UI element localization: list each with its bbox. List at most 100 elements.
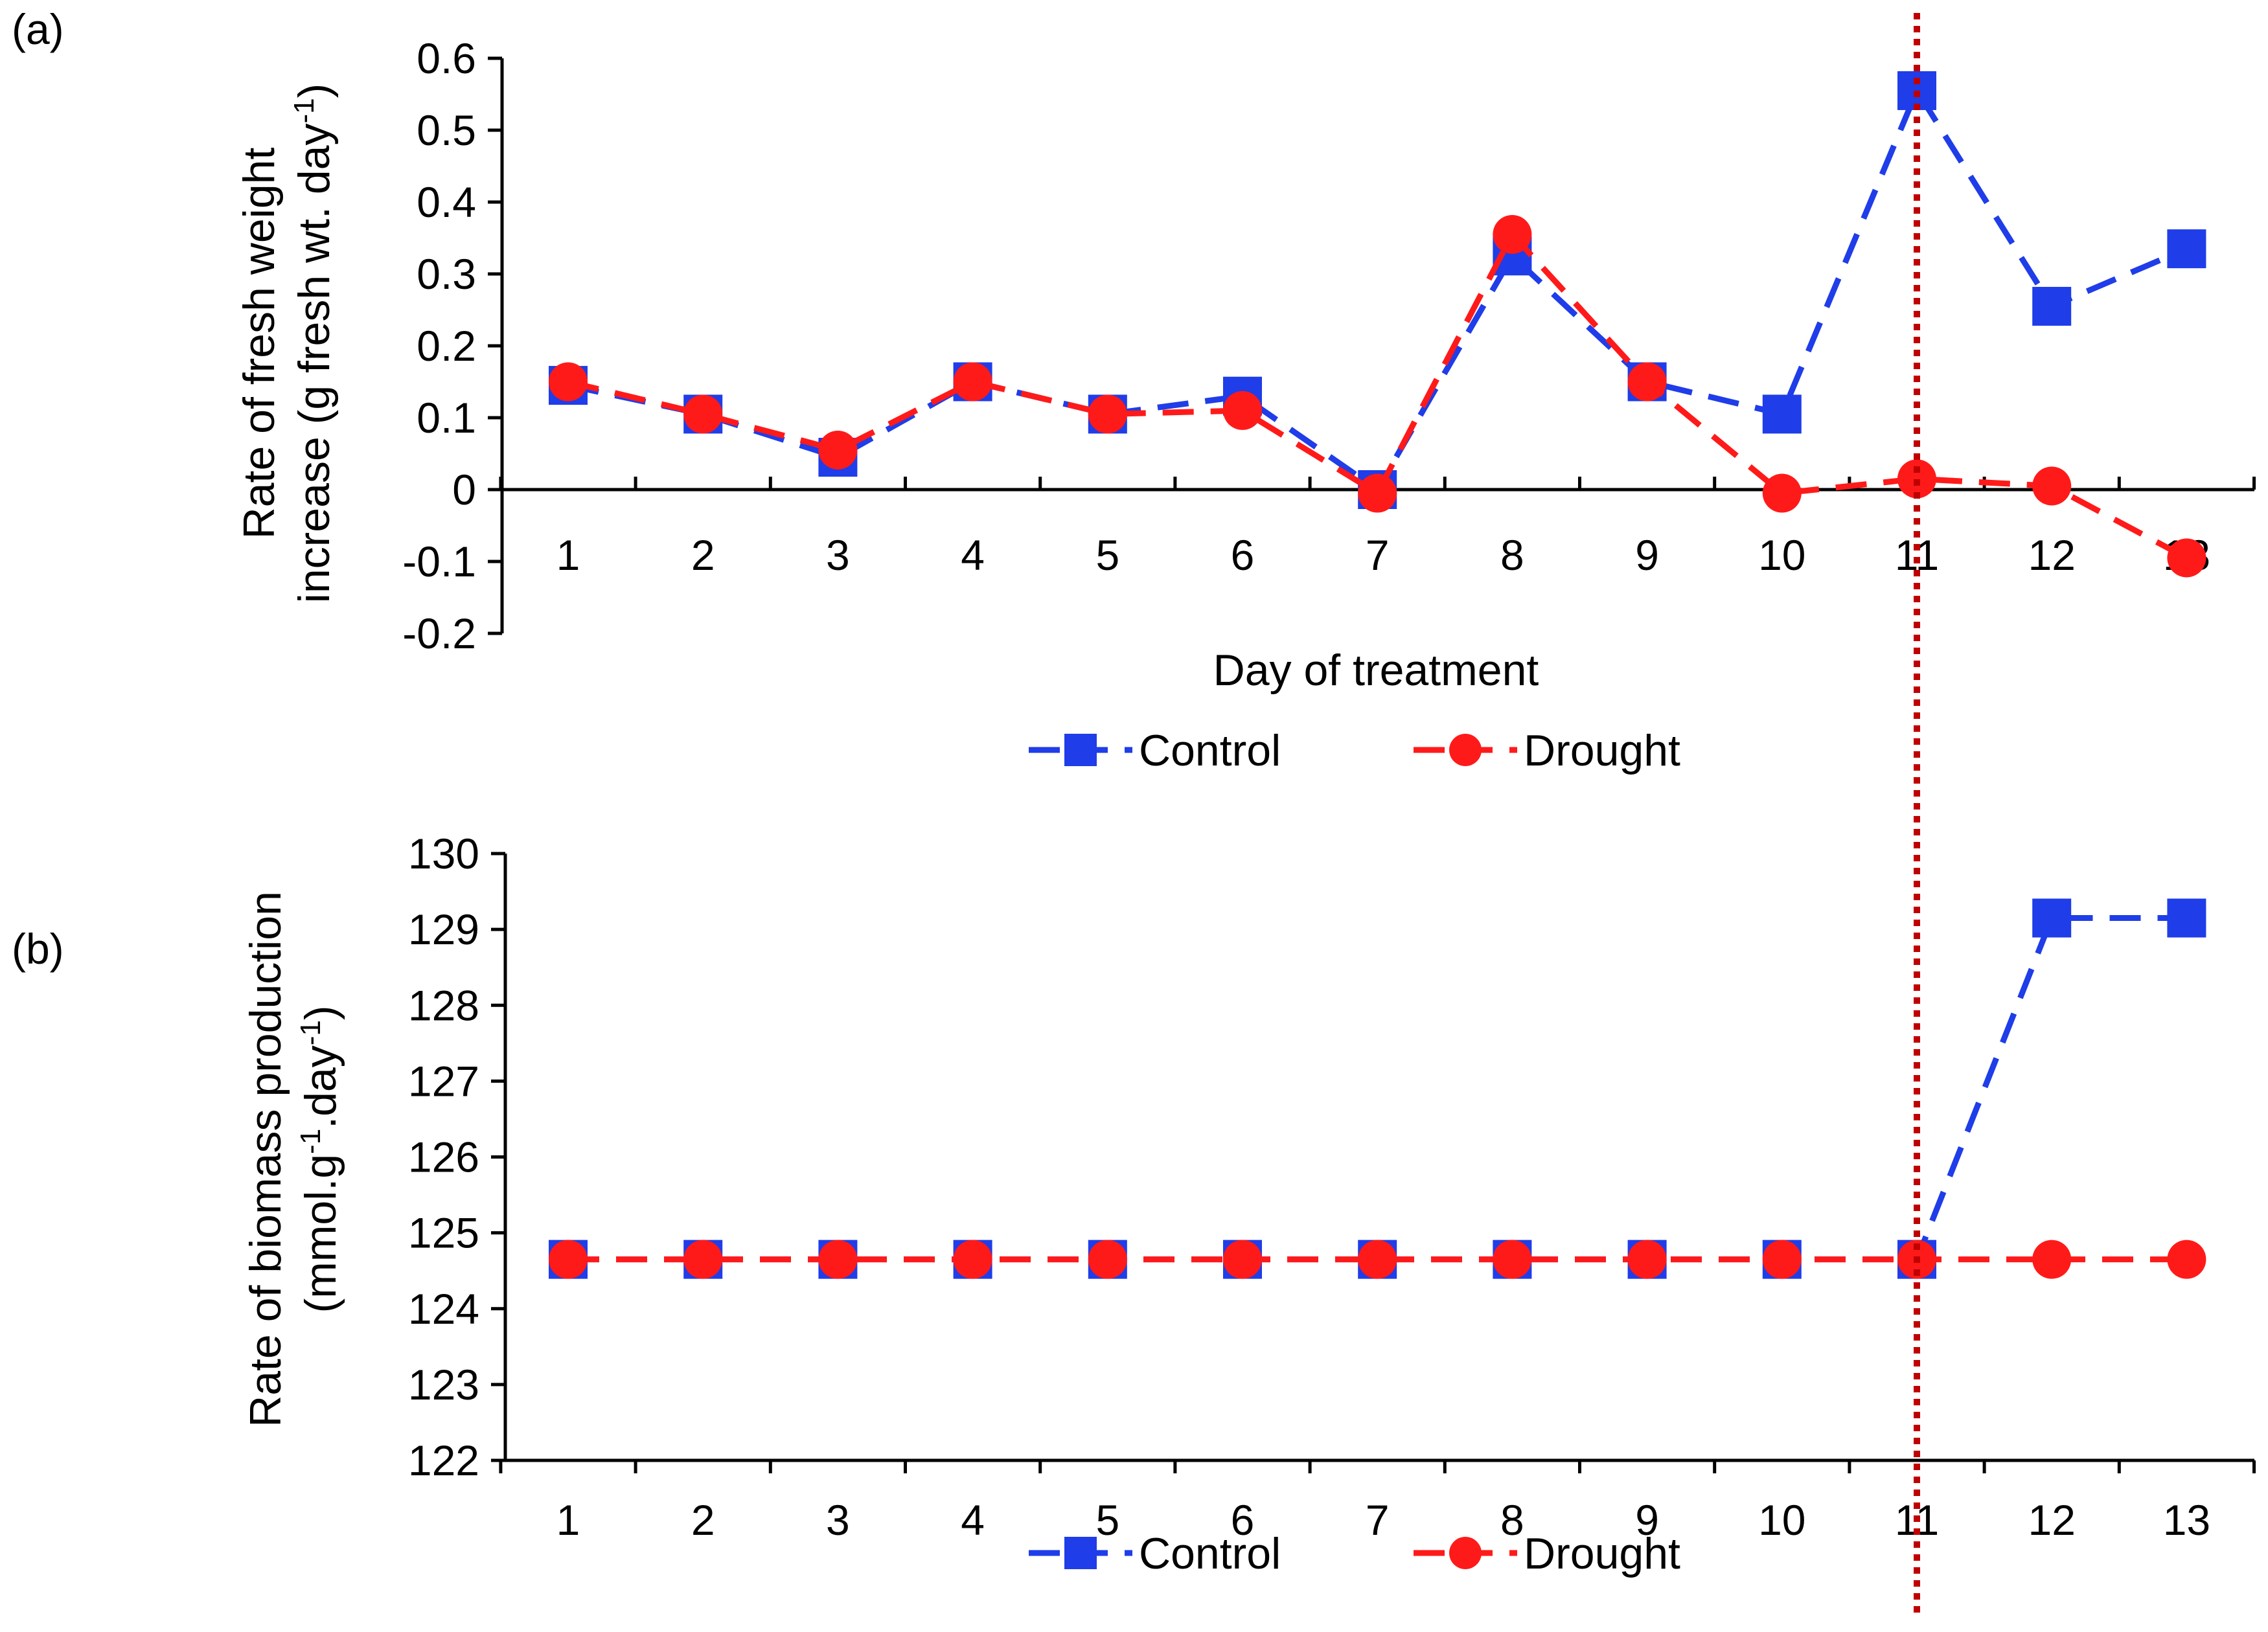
panel-b-x-tick-label: 1 (556, 1496, 580, 1544)
panel-a-x-tick-label: 3 (826, 531, 850, 579)
panel-a-drought-point (953, 362, 992, 402)
panel-a-drought-point (1897, 459, 1936, 499)
panel-b-x-tick-label: 7 (1366, 1496, 1390, 1544)
panel-b-x-tick-label: 13 (2163, 1496, 2210, 1544)
legend-control-label: Control (1139, 726, 1281, 775)
panel-b-x-tick-label: 9 (1635, 1496, 1659, 1544)
panel-b-drought-point (818, 1240, 858, 1279)
panel-b-x-tick-label: 4 (961, 1496, 985, 1544)
panel-a-drought-point (2167, 538, 2206, 578)
panel-b-y-tick-label: 124 (408, 1285, 479, 1333)
panel-b-ylabel-line2-main: (mmol.g (296, 1154, 345, 1313)
panel-b-x-tick-label: 8 (1500, 1496, 1524, 1544)
panel-b-x-tick-label: 10 (1758, 1496, 1805, 1544)
panel-b-x-tick-label: 5 (1095, 1496, 1119, 1544)
panel-a-y-tick-label: 0.4 (417, 178, 476, 226)
legend-drought-marker (1449, 1537, 1482, 1569)
panel-b-x-tick-label: 6 (1231, 1496, 1255, 1544)
panel-a-y-tick-label: -0.2 (402, 609, 476, 657)
panel-a-drought-point (1358, 473, 1397, 513)
panel-b-drought-point (953, 1240, 992, 1279)
panel-a-drought-point (1762, 473, 1802, 513)
panel-a-x-tick-label: 12 (2028, 531, 2075, 579)
panel-b-x-tick-label: 2 (691, 1496, 715, 1544)
panel-b-ylabel-middle: .day (296, 1045, 345, 1129)
panel-b-y-tick-label: 123 (408, 1361, 479, 1409)
panel-a-x-tick-label: 10 (1758, 531, 1805, 579)
panel-b-y-tick-label: 129 (408, 905, 479, 953)
panel-a-y-tick-label: 0.1 (417, 394, 476, 442)
panel-a-y-tick-label: -0.1 (402, 538, 476, 585)
panel-b-ylabel-superscript-1: -1 (295, 1129, 326, 1154)
panel-b-y-tick-label: 126 (408, 1133, 479, 1181)
panel-a-x-tick-label: 7 (1366, 531, 1390, 579)
panel-b-drought-point (2167, 1240, 2206, 1279)
panel-b-control-line (568, 915, 2187, 1263)
panel-b-x-tick-label: 12 (2028, 1496, 2075, 1544)
panel-a-drought-point (2032, 466, 2072, 506)
panel-b-label: (b) (12, 925, 64, 973)
panel-a-x-tick-label: 8 (1500, 531, 1524, 579)
panel-a-drought-point (1088, 394, 1127, 434)
panel-b-drought-point (683, 1240, 723, 1279)
panel-a-control-point (1762, 394, 1802, 434)
panel-b-x-tick-label: 3 (826, 1496, 850, 1544)
panel-b-control-point (2167, 898, 2206, 938)
panel-a-drought-point (1493, 214, 1532, 254)
panel-a-drought-point (1627, 362, 1667, 402)
panel-a-y-tick-label: 0.5 (417, 106, 476, 154)
panel-a-x-tick-label: 4 (961, 531, 985, 579)
panel-a-x-tick-label: 5 (1095, 531, 1119, 579)
panel-b-drought-point (1627, 1240, 1667, 1279)
legend-drought-label: Drought (1524, 1529, 1680, 1578)
panel-a-xlabel: Day of treatment (1213, 646, 1539, 695)
panel-a-legend: Control Drought (1029, 726, 1680, 775)
legend-drought-marker (1449, 734, 1482, 766)
panel-a-ylabel-line2: increase (g fresh wt. day-1) (288, 84, 339, 604)
panel-a-y-tick-label: 0.6 (417, 34, 476, 82)
panel-a-drought-point (549, 362, 588, 402)
panel-a-y-tick-label: 0 (452, 466, 476, 514)
panel-a-x-tick-label: 2 (691, 531, 715, 579)
panel-a-label: (a) (12, 5, 64, 53)
panel-b-ylabel-line2: (mmol.g-1.day-1) (295, 1005, 345, 1313)
legend-control-marker (1064, 1537, 1097, 1569)
panel-b-y-axis-title: Rate of biomass production (mmol.g-1.day… (241, 891, 345, 1427)
panel-b-drought-point (1088, 1240, 1127, 1279)
panel-a-control-point (1897, 71, 1936, 110)
panel-a-drought-point (1223, 391, 1262, 430)
panel-b-drought-point (1762, 1240, 1802, 1279)
panel-a-x-tick-label: 1 (556, 531, 580, 579)
panel-a-ylabel-superscript: -1 (288, 98, 320, 123)
panel-a-control-point (2167, 229, 2206, 269)
panel-b-y-tick-label: 128 (408, 981, 479, 1029)
panel-b-legend: Control Drought (1029, 1529, 1680, 1578)
panel-b-drought-point (549, 1240, 588, 1279)
panel-a-x-tick-label: 6 (1231, 531, 1255, 579)
panel-b-ylabel-line1: Rate of biomass production (241, 891, 290, 1427)
panel-a-ylabel-line1: Rate of fresh weight (235, 148, 284, 539)
panel-b-y-tick-label: 125 (408, 1209, 479, 1257)
panel-a-control-line (567, 84, 2188, 494)
panel-a-y-tick-label: 0.2 (417, 322, 476, 370)
legend-control-marker (1064, 734, 1097, 766)
panel-b-drought-point (1358, 1240, 1397, 1279)
panel-a-ylabel-suffix: ) (290, 84, 339, 98)
panel-b-drought-point (1223, 1240, 1262, 1279)
panel-b-drought-point (1493, 1240, 1532, 1279)
legend-control-label: Control (1139, 1529, 1281, 1578)
panel-a-ylabel-line2-main: increase (g fresh wt. day (290, 124, 339, 604)
panel-a-y-axis-title: Rate of fresh weight increase (g fresh w… (235, 84, 339, 604)
panel-b-ylabel-superscript-2: -1 (295, 1020, 326, 1045)
panel-b-y-tick-label: 127 (408, 1057, 479, 1105)
panel-b-control-point (2032, 898, 2072, 938)
panel-a-control-point (2032, 286, 2072, 326)
panel-b-ylabel-suffix: ) (296, 1005, 345, 1020)
panel-b-y-tick-label: 130 (408, 830, 479, 878)
panel-b-drought-point (2032, 1240, 2072, 1279)
panel-a-x-tick-label: 9 (1635, 531, 1659, 579)
panel-a-drought-point (683, 394, 723, 434)
